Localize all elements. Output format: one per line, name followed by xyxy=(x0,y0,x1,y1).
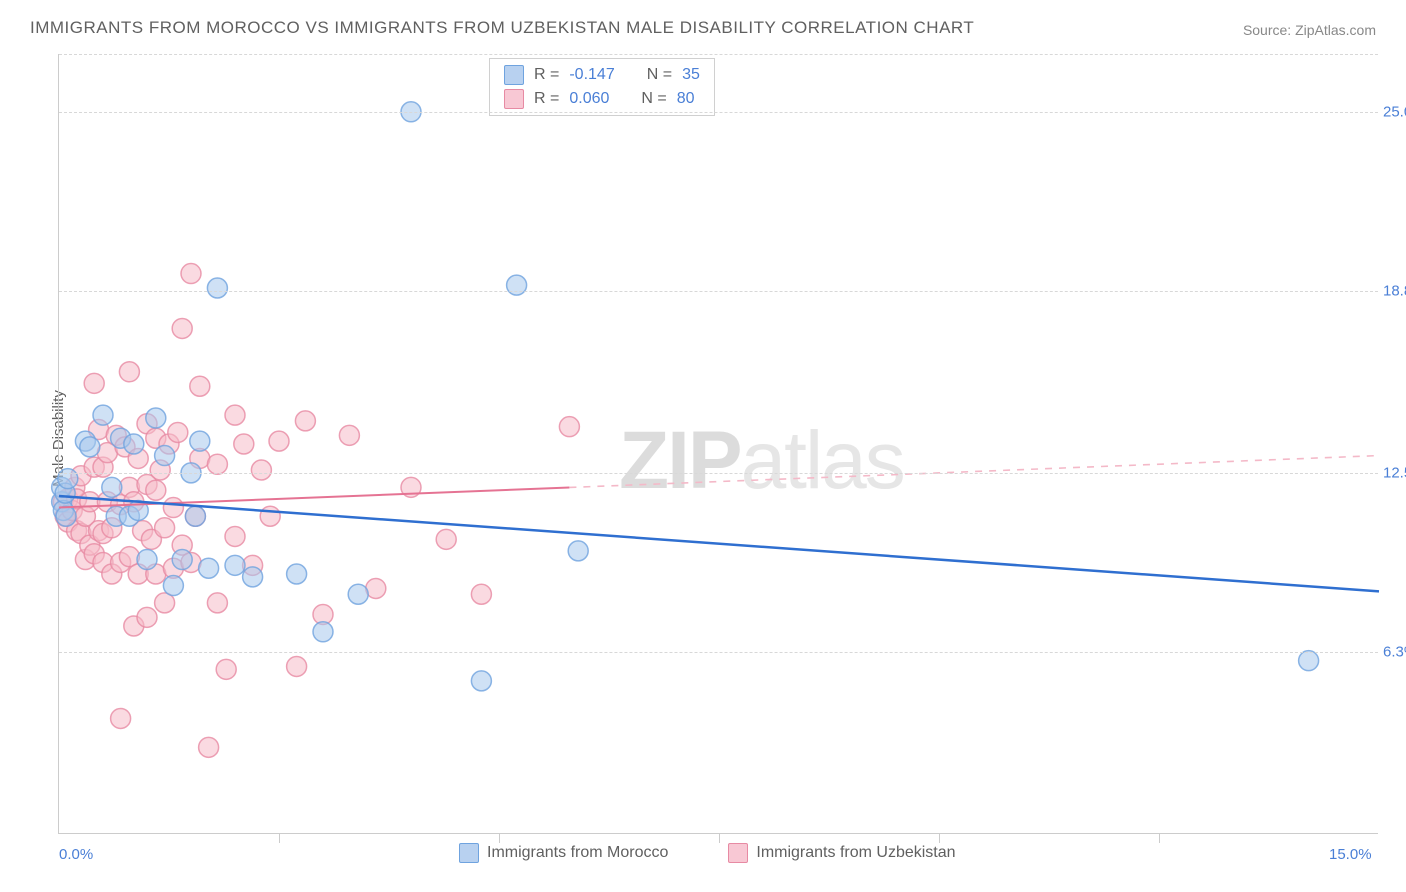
x-tick-label: 15.0% xyxy=(1329,846,1372,863)
y-tick-label: 6.3% xyxy=(1383,644,1406,661)
series-legend: Immigrants from Morocco Immigrants from … xyxy=(459,843,956,863)
y-tick-label: 25.0% xyxy=(1383,103,1406,120)
legend-item-uzbekistan: Immigrants from Uzbekistan xyxy=(728,843,955,863)
series-name-morocco: Immigrants from Morocco xyxy=(487,844,668,862)
source-attribution: Source: ZipAtlas.com xyxy=(1243,22,1376,38)
plot-area: ZIPatlas R = -0.147 N = 35 R = 0.060 N =… xyxy=(58,54,1378,834)
chart-svg xyxy=(59,54,1378,833)
chart-title: IMMIGRANTS FROM MOROCCO VS IMMIGRANTS FR… xyxy=(30,18,974,38)
y-tick-label: 18.8% xyxy=(1383,282,1406,299)
x-tick-label: 0.0% xyxy=(59,846,93,863)
series-name-uzbekistan: Immigrants from Uzbekistan xyxy=(756,844,955,862)
swatch-blue xyxy=(459,843,479,863)
legend-item-morocco: Immigrants from Morocco xyxy=(459,843,668,863)
swatch-pink xyxy=(728,843,748,863)
y-tick-label: 12.5% xyxy=(1383,464,1406,481)
